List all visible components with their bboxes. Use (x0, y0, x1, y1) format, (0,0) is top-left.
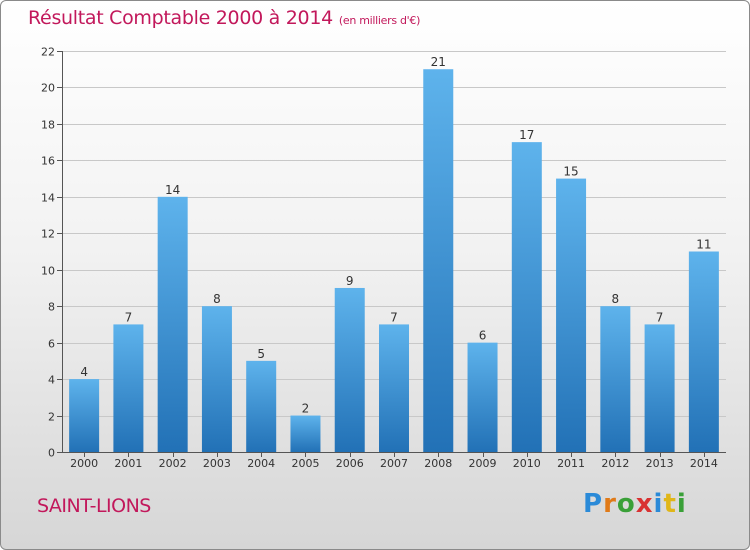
y-tick-label: 20 (41, 82, 55, 95)
x-tick-label-2002: 2002 (159, 457, 187, 470)
value-label-2012: 8 (612, 292, 620, 306)
y-tick-label: 0 (48, 447, 55, 460)
unit-label: (en milliers d'€) (338, 14, 421, 27)
value-label-2008: 21 (431, 55, 446, 69)
bar-2008 (423, 69, 454, 453)
y-tick-label: 22 (41, 46, 55, 59)
bar-2012 (600, 306, 631, 452)
value-label-2011: 15 (563, 165, 578, 179)
x-tick-label-2009: 2009 (469, 457, 497, 470)
value-label-2014: 11 (696, 238, 711, 252)
logo-letter: r (603, 489, 617, 519)
y-tick-label: 10 (41, 265, 55, 278)
logo-letter: P (583, 489, 604, 519)
bar-2009 (467, 342, 498, 452)
value-label-2003: 8 (213, 292, 221, 306)
x-tick-label-2008: 2008 (424, 457, 452, 470)
x-tick-label-2012: 2012 (601, 457, 629, 470)
value-label-2002: 14 (165, 183, 180, 197)
proxiti-logo: Proxiti (583, 489, 687, 519)
value-label-2000: 4 (80, 365, 88, 379)
bar-2011 (556, 178, 587, 452)
value-label-2009: 6 (479, 329, 487, 343)
y-tick-label: 2 (48, 411, 55, 424)
y-tick-label: 6 (48, 338, 55, 351)
commune-name: SAINT-LIONS (37, 495, 151, 517)
logo-letter: o (616, 489, 636, 519)
bar-2000 (69, 379, 100, 452)
x-tick-label-2001: 2001 (114, 457, 142, 470)
value-label-2013: 7 (656, 310, 664, 324)
chart-title: Résultat Comptable 2000 à 2014 (en millie… (28, 7, 420, 29)
axes: 0 2 4 6 8 10 12 14 16 18 20 22 2000 2001 2002 2003 2004 2… (41, 46, 726, 470)
value-label-2006: 9 (346, 274, 354, 288)
bar-2001 (113, 324, 144, 452)
x-tick-label-2014: 2014 (690, 457, 718, 470)
x-tick-label-2004: 2004 (247, 457, 275, 470)
value-label-2001: 7 (125, 310, 133, 324)
bar-2003 (201, 306, 232, 452)
bar-2004 (246, 360, 277, 452)
x-tick-label-2013: 2013 (646, 457, 674, 470)
x-tick-label-2011: 2011 (557, 457, 585, 470)
title-text: Résultat Comptable 2000 à 2014 (28, 7, 333, 29)
bar-2010 (511, 142, 542, 453)
bar-2007 (379, 324, 409, 452)
bar-2013 (644, 324, 675, 452)
x-tick-label-2010: 2010 (513, 457, 541, 470)
value-label-2005: 2 (302, 402, 310, 416)
y-tick-label: 14 (41, 192, 55, 205)
logo-letter: x (635, 489, 654, 519)
logo-letter: i (653, 489, 664, 519)
bar-2006 (334, 287, 365, 452)
x-tick-label-2006: 2006 (336, 457, 364, 470)
y-tick-label: 16 (41, 155, 55, 168)
x-tick-label-2007: 2007 (380, 457, 408, 470)
x-tick-label-2003: 2003 (203, 457, 231, 470)
y-tick-label: 4 (48, 374, 55, 387)
bar-2002 (157, 196, 188, 452)
bar-2014 (688, 251, 719, 452)
value-label-2010: 17 (519, 128, 534, 142)
x-tick-label-2005: 2005 (291, 457, 319, 470)
value-label-2007: 7 (390, 310, 398, 324)
bars (69, 69, 719, 453)
logo-letter: i (676, 489, 687, 519)
value-label-2004: 5 (257, 347, 265, 361)
logo-letter: t (663, 489, 677, 519)
y-tick-label: 8 (48, 301, 55, 314)
y-tick-label: 18 (41, 119, 55, 132)
x-tick-label-2000: 2000 (70, 457, 98, 470)
y-tick-label: 12 (41, 228, 55, 241)
value-labels: 4 7 14 8 5 2 9 7 21 6 17 15 8 7 11 (80, 55, 711, 415)
bar-2005 (290, 415, 321, 452)
